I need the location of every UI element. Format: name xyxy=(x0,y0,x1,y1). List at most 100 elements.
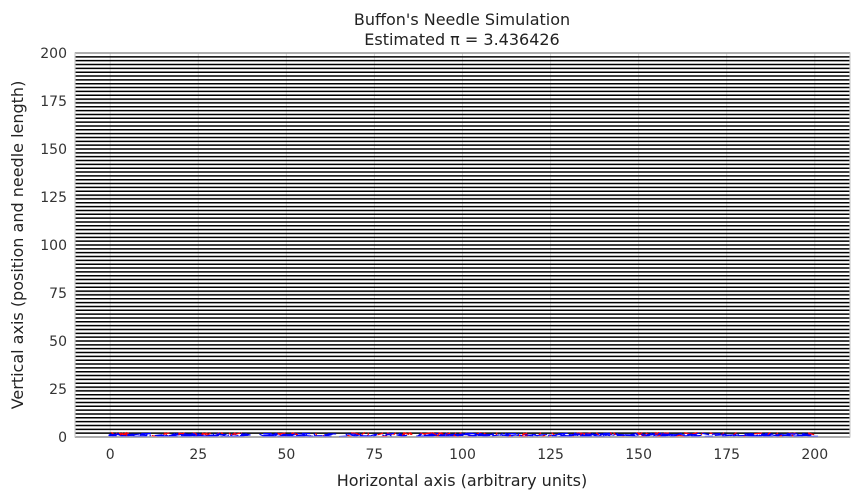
y-tick-label: 200 xyxy=(40,46,67,62)
needle xyxy=(242,434,251,437)
x-tick-label: 100 xyxy=(449,447,476,463)
needle xyxy=(550,434,558,438)
needle-crossing xyxy=(538,432,542,436)
needle xyxy=(370,433,377,437)
needle-crossing xyxy=(206,432,211,436)
needle xyxy=(305,434,314,437)
x-tick-label: 150 xyxy=(625,447,652,463)
needle-crossing xyxy=(123,432,130,436)
needle xyxy=(584,434,593,437)
needle xyxy=(702,432,710,436)
needle xyxy=(568,433,577,436)
needle-crossing xyxy=(521,432,528,436)
needle xyxy=(732,433,740,437)
needle xyxy=(499,432,503,436)
needles xyxy=(108,431,819,438)
x-tick-label: 75 xyxy=(366,447,384,463)
needle xyxy=(191,433,200,436)
needle xyxy=(324,433,332,437)
needle xyxy=(129,433,132,437)
needle xyxy=(139,433,148,437)
needle-crossing xyxy=(228,432,232,436)
needle-crossing xyxy=(733,431,737,436)
needle xyxy=(491,434,500,437)
needle xyxy=(443,435,452,438)
needle-crossing xyxy=(423,432,431,435)
needle xyxy=(387,432,394,436)
needle xyxy=(457,432,464,436)
needle xyxy=(630,432,637,436)
needle xyxy=(211,434,218,438)
needle xyxy=(635,432,639,436)
needle xyxy=(661,433,670,436)
needle-crossing xyxy=(231,432,236,436)
x-tick-label: 200 xyxy=(801,447,828,463)
x-tick-label: 175 xyxy=(713,447,740,463)
needle-crossing xyxy=(431,432,437,436)
needle xyxy=(547,434,550,438)
needle-crossing xyxy=(551,432,555,436)
needle-crossing xyxy=(613,432,616,436)
needle xyxy=(514,434,523,437)
y-tick-label: 50 xyxy=(49,334,67,350)
needle xyxy=(280,433,287,437)
needle-crossing xyxy=(122,431,128,435)
needle xyxy=(784,434,794,437)
x-tick-label: 25 xyxy=(189,447,207,463)
needle xyxy=(601,433,605,437)
needle xyxy=(694,434,702,438)
needle xyxy=(464,432,472,436)
needle xyxy=(478,432,485,436)
x-axis-label: Horizontal axis (arbitrary units) xyxy=(337,471,588,490)
needle xyxy=(640,433,645,437)
needle-crossing xyxy=(609,431,613,435)
needle-crossing xyxy=(201,432,208,436)
needle xyxy=(504,432,511,436)
needle-crossing xyxy=(437,431,443,436)
needle-crossing xyxy=(495,432,498,436)
needle-crossing xyxy=(403,432,410,436)
needle-crossing xyxy=(315,432,318,436)
needle-crossing xyxy=(277,432,286,435)
needle xyxy=(559,432,568,435)
needle xyxy=(266,435,276,437)
needle xyxy=(215,432,221,436)
x-tick-label: 50 xyxy=(277,447,295,463)
needle xyxy=(345,433,349,437)
needle-crossing xyxy=(393,432,397,436)
needle xyxy=(585,433,594,436)
needle-crossing xyxy=(361,431,366,436)
needle xyxy=(688,433,697,436)
y-tick-label: 25 xyxy=(49,382,67,398)
plot-frame xyxy=(74,52,851,438)
needle-crossing xyxy=(767,431,771,436)
needle-crossing xyxy=(754,432,763,435)
needle xyxy=(418,433,423,437)
needle xyxy=(711,433,721,435)
x-tick-labels: 0 25 50 75 100 125 150 175 200 xyxy=(106,447,828,463)
needle-crossing xyxy=(401,432,405,436)
needle xyxy=(662,433,671,436)
needle-crossing xyxy=(234,432,241,436)
y-tick-label: 125 xyxy=(40,190,67,206)
chart-subtitle: Estimated π = 3.436426 xyxy=(364,30,559,49)
needle-crossing xyxy=(377,432,384,436)
needle-crossing xyxy=(408,432,412,436)
y-tick-label: 100 xyxy=(40,238,67,254)
needle xyxy=(446,433,455,436)
y-tick-labels: 0 25 50 75 100 125 150 175 200 xyxy=(40,46,67,446)
needle-crossing xyxy=(353,432,360,436)
needle xyxy=(426,434,435,437)
needle xyxy=(557,433,563,437)
y-tick-label: 75 xyxy=(49,286,67,302)
needle-crossing xyxy=(654,431,660,435)
needle xyxy=(240,433,247,436)
needle-crossing xyxy=(409,431,413,436)
needle xyxy=(772,434,780,437)
x-tick-label: 125 xyxy=(537,447,564,463)
y-tick-label: 0 xyxy=(58,430,67,446)
needle xyxy=(142,432,151,435)
needle-crossing xyxy=(595,432,600,436)
needle xyxy=(204,434,213,437)
